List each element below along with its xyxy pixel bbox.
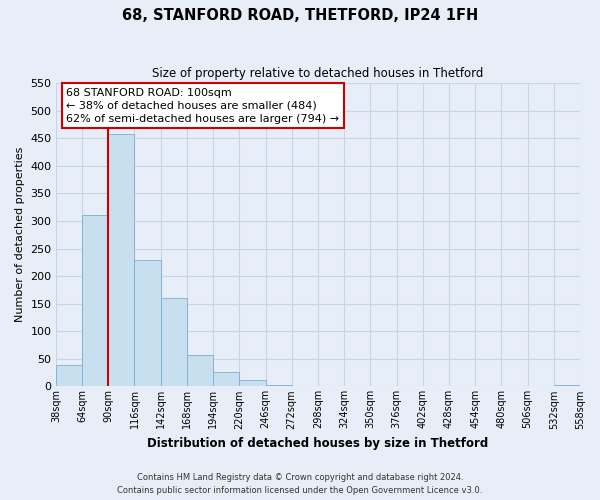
Bar <box>213 372 239 386</box>
Bar <box>266 384 292 386</box>
X-axis label: Distribution of detached houses by size in Thetford: Distribution of detached houses by size … <box>147 437 488 450</box>
Title: Size of property relative to detached houses in Thetford: Size of property relative to detached ho… <box>152 68 484 80</box>
Bar <box>82 215 108 386</box>
Bar <box>108 134 134 386</box>
Bar <box>134 260 161 386</box>
Bar <box>161 298 187 386</box>
Text: Contains HM Land Registry data © Crown copyright and database right 2024.
Contai: Contains HM Land Registry data © Crown c… <box>118 474 482 495</box>
Text: 68, STANFORD ROAD, THETFORD, IP24 1FH: 68, STANFORD ROAD, THETFORD, IP24 1FH <box>122 8 478 22</box>
Bar <box>187 355 213 386</box>
Text: 68 STANFORD ROAD: 100sqm
← 38% of detached houses are smaller (484)
62% of semi-: 68 STANFORD ROAD: 100sqm ← 38% of detach… <box>67 88 340 124</box>
Y-axis label: Number of detached properties: Number of detached properties <box>15 147 25 322</box>
Bar <box>56 366 82 386</box>
Bar <box>239 380 266 386</box>
